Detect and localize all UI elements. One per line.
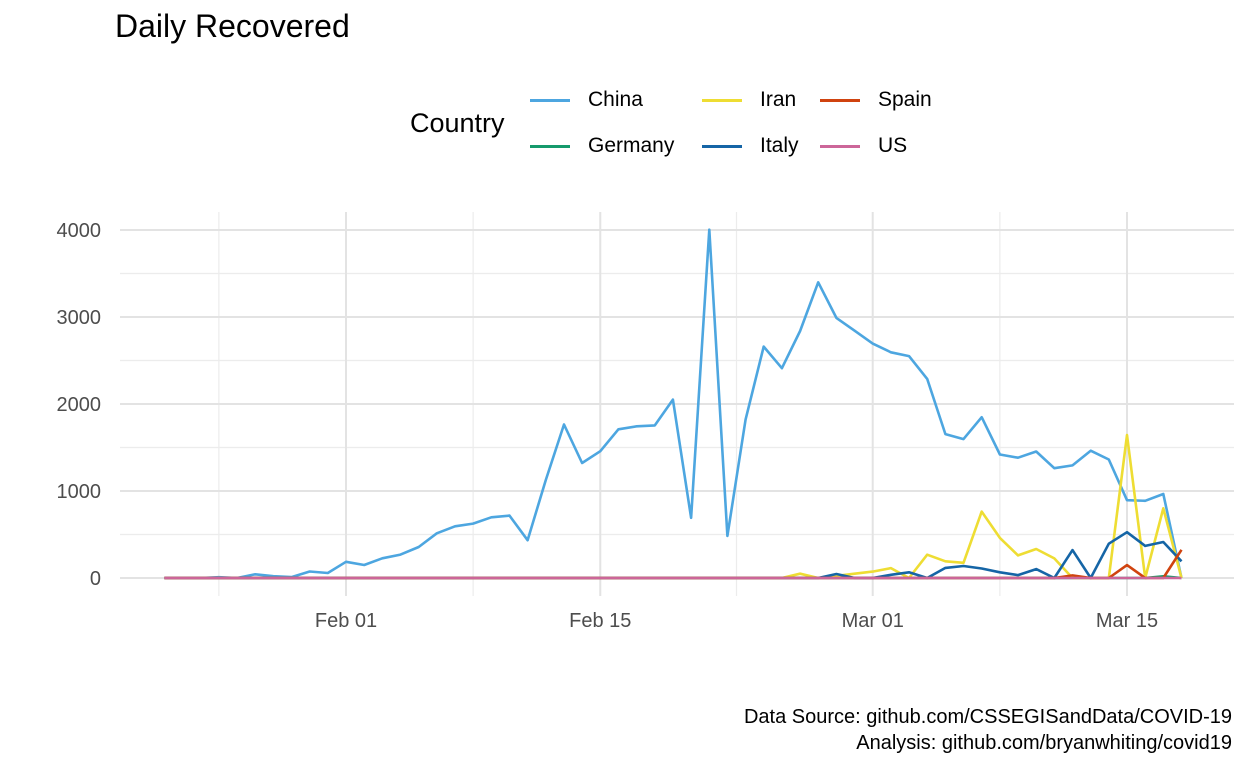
y-tick-label: 2000: [57, 394, 102, 416]
legend-item-germany: Germany: [530, 134, 674, 158]
legend-key-spain: [820, 98, 860, 102]
series-line-spain: [164, 549, 1183, 580]
caption: Data Source: github.com/CSSEGISandData/C…: [744, 704, 1232, 756]
legend-item-spain: Spain: [820, 88, 932, 112]
x-tick-label: Feb 15: [569, 610, 631, 632]
legend-key-china: [530, 98, 570, 102]
legend-key-italy: [702, 144, 742, 148]
legend-title: Country: [410, 108, 505, 138]
series-line-iran: [164, 433, 1183, 580]
chart-title: Daily Recovered: [115, 8, 350, 44]
legend-label-iran: Iran: [760, 88, 797, 111]
series-lines: [164, 228, 1183, 580]
legend-label-germany: Germany: [588, 134, 675, 157]
legend-item-china: China: [530, 88, 643, 112]
x-tick-label: Feb 01: [315, 610, 377, 632]
x-tick-label: Mar 15: [1096, 610, 1158, 632]
y-tick-label: 0: [90, 568, 101, 590]
x-tick-label: Mar 01: [842, 610, 904, 632]
series-line-china: [164, 228, 1183, 580]
legend-key-iran: [702, 98, 742, 102]
caption-data-source: Data Source: github.com/CSSEGISandData/C…: [743, 706, 1232, 728]
legend-item-italy: Italy: [702, 134, 799, 158]
y-tick-label: 3000: [57, 307, 102, 329]
legend-key-germany: [530, 144, 570, 148]
y-tick-label: 4000: [57, 220, 102, 242]
y-tick-label: 1000: [57, 481, 102, 503]
legend-label-italy: Italy: [760, 134, 799, 157]
legend-label-china: China: [588, 88, 643, 111]
caption-analysis: Analysis: github.com/bryanwhiting/covid1…: [856, 732, 1232, 754]
legend-item-iran: Iran: [702, 88, 796, 112]
legend-label-spain: Spain: [878, 88, 932, 111]
axis-labels: 0 1000 2000 3000 4000 Feb 01 Feb 15 Mar 01 Mar 1…: [57, 220, 1159, 632]
legend-key-us: [820, 144, 860, 148]
grid: [120, 212, 1234, 596]
legend-item-us: US: [820, 134, 907, 158]
legend-label-us: US: [878, 134, 908, 157]
